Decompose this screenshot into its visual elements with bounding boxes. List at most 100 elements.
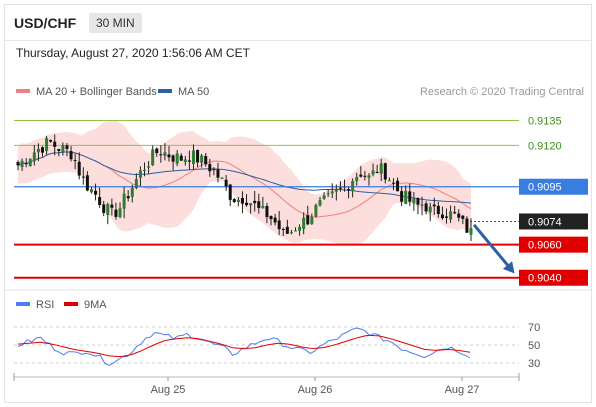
candle-body	[330, 191, 334, 194]
candle-body	[318, 200, 322, 206]
candle-body	[432, 204, 436, 207]
candle-body	[102, 204, 106, 213]
timestamp: Thursday, August 27, 2020 1:56:06 AM CET	[16, 46, 250, 60]
candle-body	[457, 213, 461, 218]
candle-body	[179, 155, 183, 161]
candle-body	[187, 160, 191, 162]
header-divider	[4, 40, 592, 41]
candle-body	[167, 154, 171, 158]
price-levels	[14, 120, 519, 279]
candle-body	[240, 197, 244, 204]
ma50-legend-label: MA 50	[178, 86, 209, 98]
candle-body	[61, 145, 65, 153]
candle-body	[151, 149, 155, 166]
pivot-label: 0.9095	[528, 182, 562, 194]
candle-body	[249, 203, 253, 206]
candle-body	[298, 226, 302, 231]
support-2-tag	[519, 269, 588, 286]
candle-body	[114, 209, 118, 217]
ma9-legend-label: 9MA	[84, 299, 107, 311]
candle-body	[245, 202, 249, 206]
candle-body	[310, 217, 314, 225]
last-price-tag	[519, 213, 588, 230]
candle-body	[265, 205, 269, 218]
candle-body	[306, 215, 310, 225]
candle-body	[257, 201, 261, 208]
candle-body	[196, 149, 200, 163]
candle-body	[232, 199, 236, 203]
candle-body	[408, 191, 412, 202]
candle-body	[412, 198, 416, 204]
candle-body	[126, 196, 130, 199]
candle-body	[416, 198, 420, 205]
x-tick-label: Aug 27	[445, 384, 480, 396]
credit-text: Research © 2020 Trading Central	[420, 86, 584, 98]
candle-body	[224, 179, 228, 187]
moving-averages	[17, 151, 472, 218]
timeframe-button[interactable]: 30 MIN	[89, 13, 142, 33]
support-2-label: 0.9040	[528, 273, 562, 285]
candle-body	[461, 215, 465, 219]
candle-body	[420, 204, 424, 206]
candle-body	[338, 187, 342, 189]
candle-body	[424, 203, 428, 212]
candle-body	[383, 163, 387, 180]
candle-body	[302, 217, 306, 229]
candle-body	[24, 163, 28, 165]
candle-body	[273, 217, 277, 223]
rsi-tick-70: 70	[528, 322, 540, 334]
rsi-legend-swatch	[16, 302, 30, 306]
rsi-tick-50: 50	[528, 340, 540, 352]
candle-body	[143, 169, 147, 172]
candlesticks	[16, 134, 473, 241]
candle-body	[65, 145, 69, 149]
candle-body	[371, 170, 375, 175]
candle-body	[453, 212, 457, 214]
candle-body	[379, 163, 383, 174]
candle-body	[236, 199, 240, 203]
x-tick-label: Aug 25	[151, 384, 186, 396]
chart-header: USD/CHF 30 MIN	[4, 4, 592, 40]
rsi-ma-line	[17, 334, 471, 358]
candle-body	[45, 138, 49, 151]
resistance-label-1: 0.9135	[528, 116, 562, 128]
candle-body	[253, 200, 257, 204]
candle-body	[175, 153, 179, 164]
rsi-tick-30: 30	[528, 358, 540, 370]
rsi-panel: 70 50 30	[14, 322, 540, 370]
pivot-tag	[519, 178, 588, 195]
candle-body	[355, 177, 359, 182]
candle-body	[73, 159, 77, 161]
ma50-line	[17, 151, 472, 204]
candle-body	[77, 161, 81, 176]
rsi-line	[17, 327, 471, 366]
candle-body	[314, 204, 318, 217]
candle-body	[212, 169, 216, 171]
candle-body	[200, 155, 204, 163]
candle-body	[342, 186, 346, 188]
support-1-label: 0.9060	[528, 240, 562, 252]
candle-body	[183, 159, 187, 163]
candle-body	[155, 148, 159, 154]
candle-body	[428, 206, 432, 213]
candle-body	[367, 175, 371, 178]
candle-body	[440, 214, 444, 219]
candle-body	[85, 175, 89, 191]
candle-body	[465, 218, 469, 233]
candle-body	[404, 190, 408, 205]
candle-body	[334, 189, 338, 192]
bollinger-band-area	[18, 120, 471, 246]
candle-body	[106, 204, 110, 216]
ma9-legend-swatch	[64, 302, 78, 306]
candle-body	[94, 190, 98, 195]
candle-body	[122, 193, 126, 209]
candle-body	[322, 195, 326, 199]
candle-body	[391, 182, 395, 184]
candle-body	[28, 158, 32, 167]
candle-body	[130, 187, 134, 197]
candle-body	[220, 177, 224, 179]
candle-body	[81, 176, 85, 178]
candle-body	[163, 152, 167, 156]
candle-body	[326, 193, 330, 195]
